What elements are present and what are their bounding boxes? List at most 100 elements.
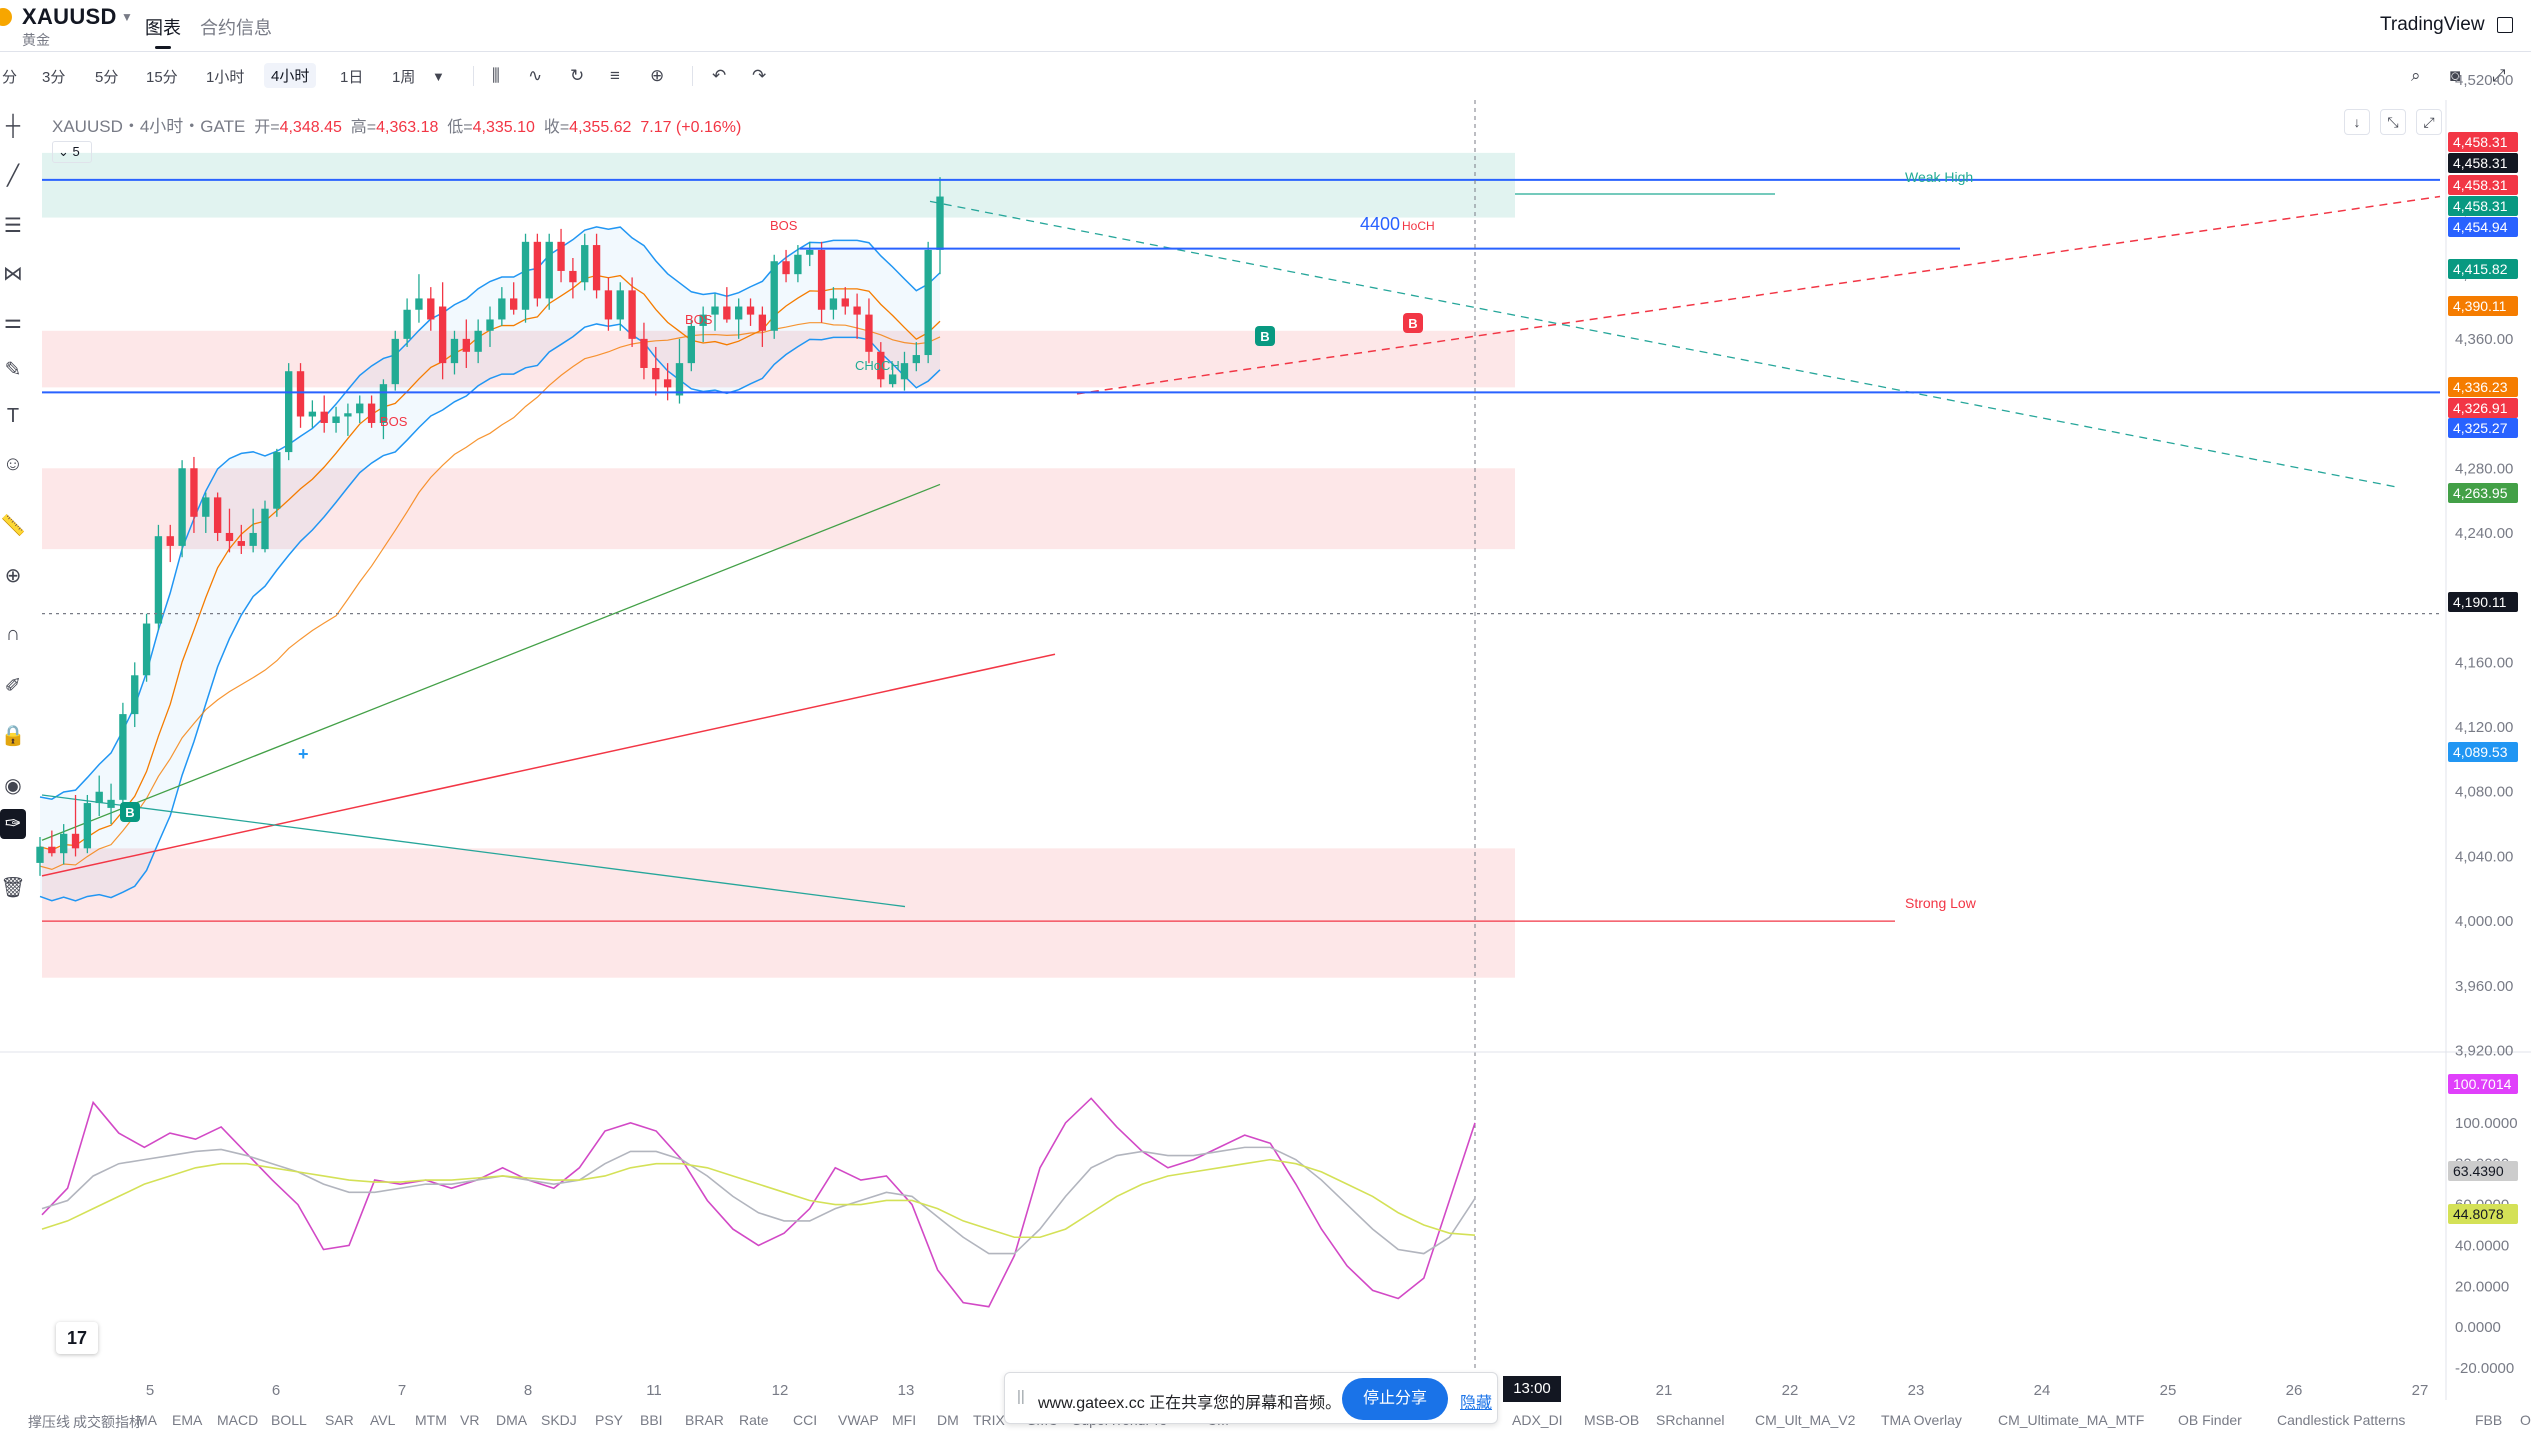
indicator-chip[interactable]: Candlestick Patterns <box>2277 1412 2406 1428</box>
price-label: 4,263.95 <box>2453 485 2508 501</box>
eye-icon[interactable]: ◉ <box>4 775 22 797</box>
timeframe-1h[interactable]: 1小时 <box>206 69 245 86</box>
timeframe-3m[interactable]: 3分 <box>42 69 66 86</box>
time-tick-label: 23 <box>1908 1382 1925 1399</box>
indicator-chip[interactable]: MSB-OB <box>1584 1412 1640 1428</box>
indicator-chip[interactable]: MTM <box>415 1412 447 1428</box>
indicator-chip[interactable]: DMA <box>496 1412 528 1428</box>
emoji-icon[interactable]: ☺ <box>2 453 24 475</box>
trash-icon[interactable]: 🗑 <box>0 877 26 899</box>
brush-icon[interactable]: ✎ <box>4 359 22 381</box>
symbol-name[interactable]: XAUUSD <box>22 4 117 29</box>
ruler-icon[interactable]: 📏 <box>0 515 26 537</box>
maximize-button[interactable]: ⤢ <box>2416 109 2442 135</box>
indicator-chip[interactable]: 成交额指标 <box>73 1414 143 1430</box>
add-icon[interactable]: ⊕ <box>650 66 665 85</box>
timeframe-1m[interactable]: 分 <box>2 69 18 86</box>
collapse-button[interactable]: ⤡ <box>2380 109 2406 135</box>
price-tick-label: 4,040.00 <box>2455 848 2513 865</box>
scroll-down-button[interactable]: ↓ <box>2344 109 2370 135</box>
magnet-icon[interactable]: ∩ <box>5 623 21 645</box>
indicator-chip[interactable]: SRchannel <box>1656 1412 1725 1428</box>
indicator-chip[interactable]: ADX_DI <box>1512 1412 1563 1428</box>
timeframe-1d[interactable]: 1日 <box>340 69 364 86</box>
indicator-chip[interactable]: OB Finder <box>2178 1412 2242 1428</box>
zoom-icon[interactable]: ⊕ <box>4 565 22 587</box>
indicator-chip[interactable]: CCI <box>793 1412 818 1428</box>
indicator-chip[interactable]: BRAR <box>685 1412 724 1428</box>
stop-sharing-button[interactable]: 停止分享 <box>1342 1378 1448 1420</box>
text-icon[interactable]: T <box>6 405 20 427</box>
indicator-chip[interactable]: FBB <box>2475 1412 2503 1428</box>
chart-toolbar: 分 3分 5分 15分 1小时 4小时 1日 1周 ▼ ⫼ ∿ ↻ ≡ ⊕ ↶ … <box>0 60 2531 90</box>
indicator-chip[interactable]: MA <box>136 1412 157 1428</box>
indicator-chip[interactable]: SKDJ <box>541 1412 577 1428</box>
tab-contract-info[interactable]: 合约信息 <box>200 18 272 38</box>
indicator-chip[interactable]: SAR <box>325 1412 354 1428</box>
pen-icon[interactable]: ✑ <box>0 809 26 839</box>
templates-icon[interactable]: ≡ <box>610 66 620 85</box>
replay-icon[interactable]: ↻ <box>570 66 585 85</box>
timeframe-1w[interactable]: 1周 <box>392 69 416 86</box>
candle-body <box>782 261 790 275</box>
legend-title[interactable]: XAUUSD・4小时・GATE <box>52 117 246 136</box>
indicator-chip[interactable]: MFI <box>892 1412 917 1428</box>
fullscreen-icon[interactable]: ⤢ <box>2492 66 2506 85</box>
timeframe-15m[interactable]: 15分 <box>146 69 178 86</box>
pattern-icon[interactable]: ⋈ <box>3 263 23 285</box>
symbol-dropdown-icon[interactable]: ▼ <box>121 10 133 24</box>
undo-icon[interactable]: ↶ <box>712 66 727 85</box>
share-message: www.gateex.cc 正在共享您的屏幕和音频。 <box>1038 1395 1342 1412</box>
time-tick-label: 7 <box>398 1382 406 1399</box>
tradingview-logo-icon[interactable]: 17 <box>56 1322 98 1354</box>
indicator-chip[interactable]: TMA Overlay <box>1881 1412 1962 1428</box>
tab-chart[interactable]: 图表 <box>145 18 181 38</box>
indicator-chip[interactable]: MACD <box>217 1412 259 1428</box>
signal-label: B <box>1260 329 1269 344</box>
search-icon[interactable]: ⌕ <box>2411 66 2421 85</box>
candle-body <box>462 338 470 352</box>
indicator-chip[interactable]: OB Detector <box>2520 1412 2531 1428</box>
indicator-chip[interactable]: VWAP <box>838 1412 879 1428</box>
lock-drawing-icon[interactable]: ✐ <box>4 675 22 697</box>
drag-handle-icon[interactable]: || <box>1017 1388 1025 1405</box>
indicator-chip[interactable]: CM_Ultimate_MA_MTF <box>1998 1412 2145 1428</box>
candle-body <box>107 799 115 808</box>
annotation-label: 4400 <box>1360 214 1400 234</box>
crosshair-icon[interactable]: ┼ <box>5 115 21 137</box>
time-tick-label: 11 <box>646 1382 662 1399</box>
indicator-chip[interactable]: DM <box>937 1412 959 1428</box>
indicator-chip[interactable]: BBI <box>640 1412 663 1428</box>
camera-icon[interactable]: ◙ <box>2450 66 2461 85</box>
indicator-chip[interactable]: Rate <box>739 1412 769 1428</box>
indicator-chip[interactable]: TRIX <box>973 1412 1005 1428</box>
redo-icon[interactable]: ↷ <box>752 66 767 85</box>
indicator-chip[interactable]: 撑压线 <box>28 1414 70 1430</box>
collapsed-count: 5 <box>72 144 80 159</box>
timeframe-4h[interactable]: 4小时 <box>264 63 317 88</box>
checkbox-icon[interactable] <box>2497 17 2513 33</box>
timeframe-dropdown-icon[interactable]: ▼ <box>432 69 445 84</box>
indicators-collapse-button[interactable]: ⌄ 5 <box>52 141 92 163</box>
symbol-subtitle: 黄金 <box>22 32 50 48</box>
zone-3 <box>42 848 1515 978</box>
indicator-chip[interactable]: VR <box>460 1412 480 1428</box>
hide-link[interactable]: 隐藏 <box>1460 1395 1493 1412</box>
forecast-icon[interactable]: ⚌ <box>4 311 22 333</box>
indicator-chip[interactable]: EMA <box>172 1412 203 1428</box>
trendline-icon[interactable]: ╱ <box>6 165 20 187</box>
candle-body <box>249 532 257 546</box>
time-tick-label: 26 <box>2286 1382 2303 1399</box>
indicator-chip[interactable]: CM_Ult_MA_V2 <box>1755 1412 1856 1428</box>
candle-type-icon[interactable]: ⫼ <box>492 66 500 85</box>
timeframe-5m[interactable]: 5分 <box>95 69 119 86</box>
candle-body <box>332 416 340 423</box>
indicators-icon[interactable]: ∿ <box>528 66 543 85</box>
indicator-chip[interactable]: BOLL <box>271 1412 307 1428</box>
lock-icon[interactable]: 🔒 <box>0 725 26 747</box>
price-label-bg <box>2448 377 2518 397</box>
indicator-chip[interactable]: PSY <box>595 1412 624 1428</box>
indicator-chip[interactable]: AVL <box>370 1412 396 1428</box>
fib-icon[interactable]: ☰ <box>4 215 22 237</box>
